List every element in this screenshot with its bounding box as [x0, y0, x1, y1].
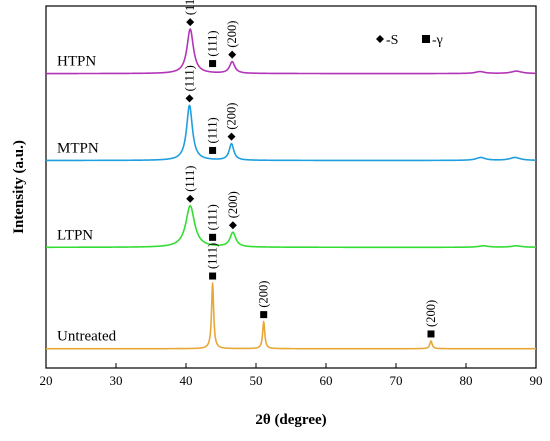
peak-label: (111) [183, 0, 197, 15]
peak-label: (200) [226, 191, 240, 218]
peak-label: (200) [225, 103, 239, 130]
series-line-ltpn [45, 204, 537, 249]
x-tick-label: 20 [40, 373, 53, 388]
x-tick-label: 90 [530, 373, 543, 388]
series-label-mtpn: MTPN [57, 140, 99, 156]
peak-label: (200) [225, 21, 239, 48]
series-label-htpn: HTPN [57, 54, 96, 70]
legend-label: -S [386, 33, 398, 48]
plot-frame [45, 5, 537, 369]
x-tick-label: 70 [390, 373, 403, 388]
peak-label: (111) [206, 204, 220, 230]
x-tick-label: 30 [110, 373, 123, 388]
square-marker [260, 311, 268, 319]
legend-square-marker [422, 35, 430, 43]
peak-label: (111) [183, 65, 197, 91]
x-tick-label: 50 [250, 373, 263, 388]
x-tick-label: 40 [180, 373, 193, 388]
series-group: HTPN MTPN LTPN Untreated [45, 28, 537, 350]
diamond-marker [228, 221, 237, 230]
diamond-marker [227, 132, 236, 141]
peak-annotations: (111) (111) (200) (111) (111) (200) (111) (111)… [183, 0, 438, 338]
series-label-untreated: Untreated [57, 329, 117, 345]
diamond-marker [186, 18, 195, 27]
x-axis-ticks: 20 30 40 50 60 70 80 90 [40, 363, 543, 388]
peak-label: (111) [206, 243, 220, 269]
legend-diamond-marker [376, 35, 384, 43]
square-marker [427, 330, 435, 338]
square-marker [209, 60, 217, 68]
x-tick-label: 60 [320, 373, 333, 388]
diamond-marker [186, 194, 195, 203]
series-label-ltpn: LTPN [57, 227, 93, 243]
legend: -S -γ [376, 33, 443, 48]
series-line-htpn [45, 28, 537, 75]
peak-label: (111) [206, 30, 220, 56]
peak-label: (111) [183, 166, 197, 192]
peak-label: (200) [424, 300, 438, 327]
diamond-marker [228, 50, 237, 59]
series-line-untreated [45, 282, 537, 350]
square-marker [209, 272, 217, 280]
legend-label: -γ [432, 33, 443, 48]
peak-label: (111) [206, 117, 220, 143]
diamond-marker [185, 94, 194, 103]
square-marker [209, 233, 217, 241]
series-line-mtpn [45, 104, 537, 162]
x-axis-title: 2θ (degree) [255, 412, 326, 428]
x-tick-label: 80 [460, 373, 473, 388]
y-axis-title: Intensity (a.u.) [11, 140, 27, 234]
peak-label: (200) [257, 281, 271, 308]
square-marker [209, 146, 217, 154]
